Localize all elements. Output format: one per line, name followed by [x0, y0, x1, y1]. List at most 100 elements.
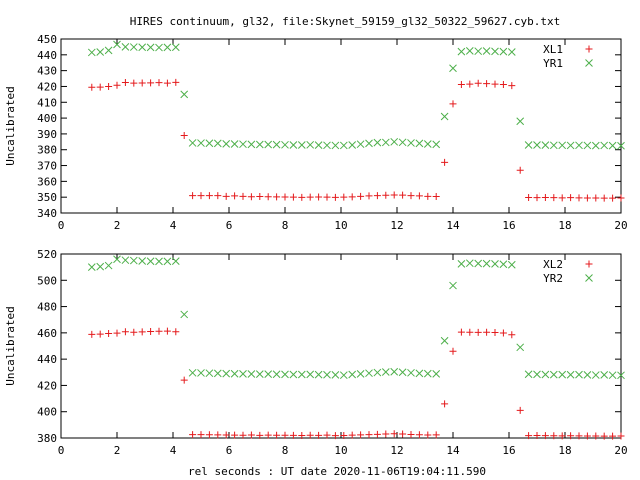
data-point — [306, 431, 314, 439]
data-point — [365, 139, 373, 148]
x-tick-label: 2 — [114, 219, 121, 232]
data-point — [113, 329, 121, 337]
data-point — [558, 370, 567, 379]
y-tick-label: 340 — [37, 207, 57, 220]
data-point — [348, 141, 357, 149]
data-point — [499, 47, 508, 56]
x-tick-label: 12 — [390, 444, 403, 457]
data-point — [617, 432, 625, 440]
x-tick-label: 4 — [170, 444, 177, 457]
data-point — [121, 256, 130, 265]
data-point — [281, 193, 289, 201]
data-point — [617, 194, 625, 202]
data-point — [331, 371, 340, 379]
x-tick-label: 16 — [502, 219, 515, 232]
data-point — [525, 193, 533, 201]
data-point — [499, 81, 507, 89]
data-point — [87, 48, 96, 57]
data-point — [415, 431, 423, 439]
data-point — [113, 40, 121, 49]
data-point — [129, 256, 138, 265]
data-point — [390, 367, 399, 376]
data-point — [585, 59, 593, 67]
x-tick-label: 14 — [446, 219, 460, 232]
data-point — [415, 192, 423, 200]
data-point — [398, 368, 407, 377]
data-point — [155, 43, 163, 52]
data-point — [407, 192, 415, 200]
data-point — [608, 141, 617, 150]
data-point — [600, 371, 609, 379]
x-tick-label: 18 — [558, 219, 571, 232]
data-point — [617, 141, 625, 150]
data-point — [255, 370, 264, 378]
legend-label: YR2 — [543, 272, 563, 285]
data-point — [609, 194, 617, 202]
data-point — [541, 432, 549, 440]
data-point — [609, 432, 617, 440]
data-point — [365, 369, 373, 378]
data-point — [340, 432, 348, 440]
data-point — [507, 48, 516, 56]
data-point — [289, 431, 297, 439]
data-point — [491, 260, 499, 268]
data-point — [340, 193, 348, 201]
data-point — [432, 140, 441, 149]
y-tick-label: 460 — [37, 327, 57, 340]
data-point — [407, 139, 415, 147]
y-tick-label: 380 — [37, 144, 57, 157]
data-point — [264, 193, 272, 201]
data-point — [230, 140, 239, 148]
data-point — [163, 327, 171, 335]
data-point — [247, 370, 256, 378]
plot-frame — [60, 38, 622, 214]
data-point — [172, 328, 180, 336]
data-point — [357, 192, 365, 200]
data-point — [306, 370, 315, 379]
data-point — [113, 81, 121, 89]
legend-marker — [585, 274, 593, 282]
data-point — [575, 194, 583, 202]
data-point — [407, 368, 415, 377]
data-point — [549, 141, 558, 150]
data-point — [239, 370, 247, 378]
data-point — [264, 431, 272, 439]
data-point — [273, 431, 281, 439]
y-tick-label: 410 — [37, 96, 57, 109]
data-point — [105, 82, 113, 90]
data-point — [121, 79, 129, 86]
data-point — [583, 432, 591, 440]
data-point — [524, 141, 533, 149]
data-point — [104, 261, 113, 270]
data-point — [105, 330, 113, 338]
data-point — [315, 431, 323, 439]
data-point — [541, 141, 550, 149]
data-point — [213, 369, 222, 378]
data-point — [423, 140, 432, 148]
x-tick-label: 2 — [114, 444, 121, 457]
data-point — [331, 432, 339, 440]
data-point — [381, 138, 390, 147]
data-point — [205, 139, 214, 148]
data-point — [516, 343, 525, 352]
data-point — [222, 369, 231, 378]
legend-label: YR1 — [543, 57, 563, 70]
data-point — [457, 47, 466, 56]
data-point — [440, 112, 449, 121]
data-point — [365, 431, 373, 439]
data-point — [155, 79, 163, 87]
data-point — [441, 158, 449, 166]
chart-title: HIRES continuum, gl32, file:Skynet_59159… — [130, 15, 560, 28]
data-point — [533, 141, 541, 149]
data-point — [508, 331, 516, 339]
data-point — [87, 263, 96, 271]
data-point — [558, 432, 566, 440]
y-tick-label: 380 — [37, 432, 57, 445]
data-point — [491, 328, 499, 336]
data-point — [466, 328, 474, 336]
data-point — [231, 431, 239, 439]
legend-marker — [585, 59, 593, 67]
data-point — [163, 79, 171, 87]
data-point — [96, 83, 104, 91]
x-tick-label: 20 — [614, 219, 627, 232]
